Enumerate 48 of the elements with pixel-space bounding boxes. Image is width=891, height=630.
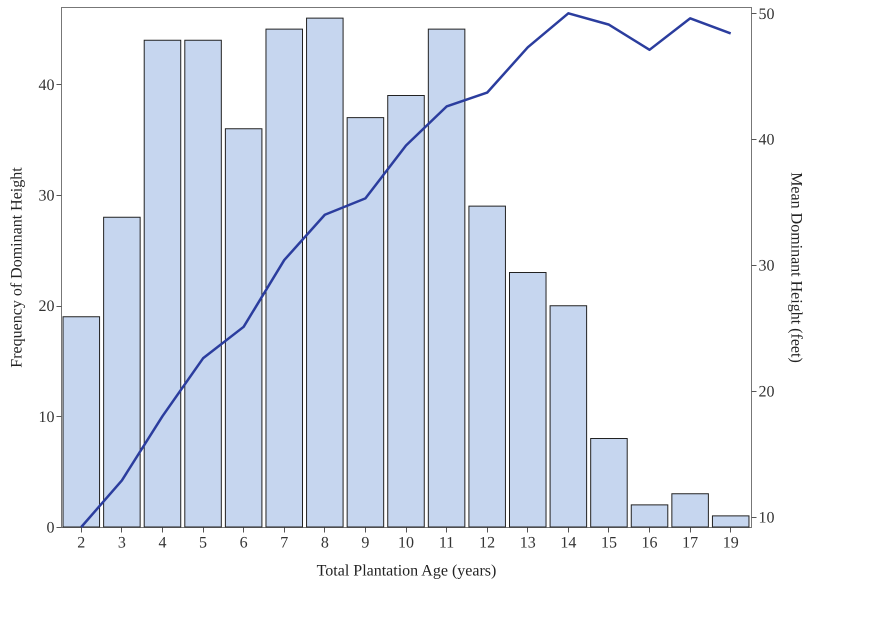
y2-tick-label: 50 bbox=[758, 6, 774, 23]
y2-tick-label: 40 bbox=[758, 132, 774, 149]
x-tick-label: 2 bbox=[77, 534, 86, 552]
x-tick-label: 4 bbox=[158, 534, 166, 552]
y2-tick-label: 30 bbox=[758, 258, 774, 275]
bar bbox=[224, 128, 262, 528]
bar bbox=[550, 305, 588, 528]
x-tick-label: 6 bbox=[240, 534, 248, 552]
x-tick-label: 14 bbox=[560, 534, 576, 552]
x-tick-label: 17 bbox=[682, 534, 698, 552]
y2-axis-title: Mean Dominant Height (feet) bbox=[788, 172, 804, 363]
bar bbox=[103, 216, 141, 528]
y-tick-label: 30 bbox=[38, 188, 54, 205]
bar bbox=[509, 272, 547, 528]
bar bbox=[468, 206, 506, 528]
x-tick-label: 13 bbox=[520, 534, 536, 552]
y-tick-label: 10 bbox=[38, 408, 54, 426]
x-tick-label: 12 bbox=[479, 534, 496, 552]
x-tick-label: 7 bbox=[280, 534, 288, 552]
y-axis-title: Frequency of Dominant Height bbox=[8, 166, 26, 368]
y-tick-label: 0 bbox=[46, 520, 54, 536]
x-axis-title: Total Plantation Age (years) bbox=[316, 562, 496, 580]
line-series bbox=[80, 12, 732, 528]
bar bbox=[671, 493, 709, 528]
x-tick-label: 10 bbox=[398, 534, 414, 552]
bar bbox=[346, 117, 384, 528]
x-tick-label: 19 bbox=[722, 534, 739, 552]
bar bbox=[387, 95, 425, 528]
y2-tick-label: 20 bbox=[758, 384, 774, 401]
x-tick-label: 8 bbox=[320, 534, 329, 552]
bar bbox=[590, 438, 628, 528]
bar bbox=[265, 28, 303, 528]
x-tick-label: 9 bbox=[361, 534, 370, 552]
x-tick-label: 15 bbox=[600, 534, 617, 552]
bar bbox=[712, 515, 750, 528]
y2-tick-label: 10 bbox=[758, 509, 774, 526]
y-tick-label: 20 bbox=[38, 298, 54, 316]
y-tick-label: 40 bbox=[38, 76, 54, 94]
x-tick-label: 11 bbox=[438, 534, 454, 552]
bar bbox=[428, 28, 466, 528]
bar bbox=[144, 40, 182, 528]
bar bbox=[184, 40, 222, 528]
x-tick-label: 16 bbox=[642, 534, 658, 552]
x-tick-label: 3 bbox=[118, 534, 126, 552]
bar bbox=[62, 316, 100, 528]
bar bbox=[306, 18, 344, 528]
bar bbox=[630, 504, 668, 528]
x-tick-label: 5 bbox=[199, 534, 208, 552]
